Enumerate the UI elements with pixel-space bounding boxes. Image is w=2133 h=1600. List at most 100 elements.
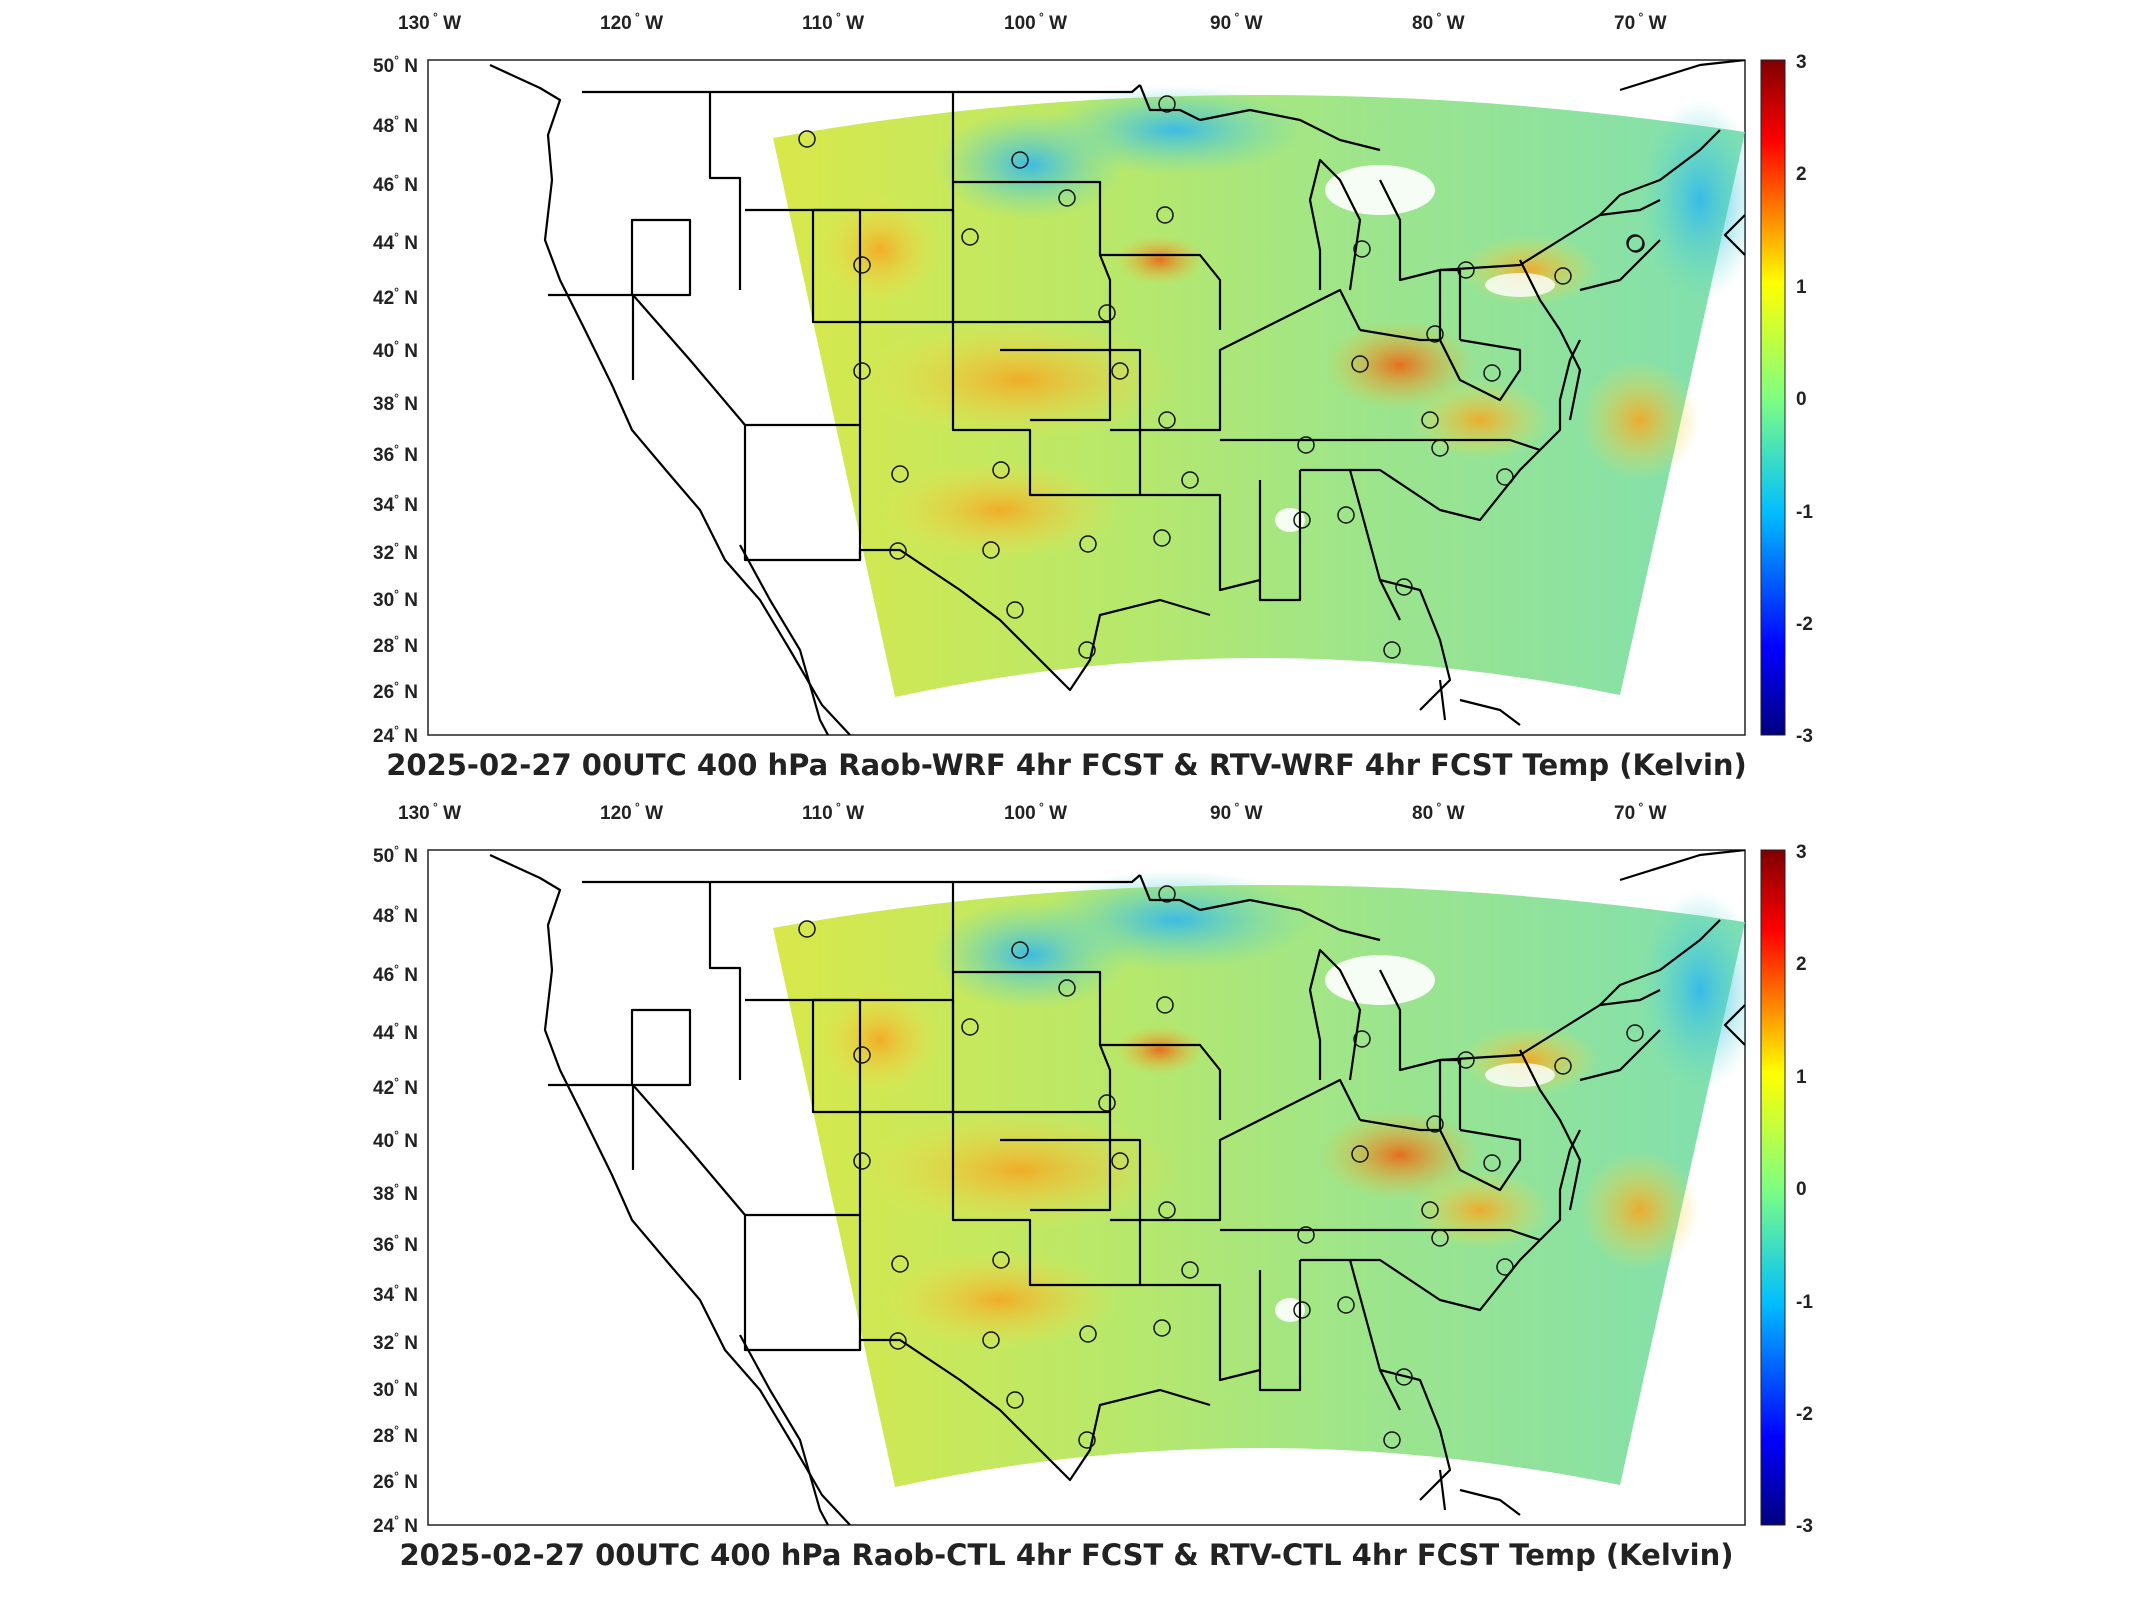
station-marker — [1158, 95, 1176, 113]
station-marker — [1554, 1057, 1572, 1075]
station-marker — [798, 130, 816, 148]
lat-label: 28° N — [373, 633, 418, 657]
panel-title: 2025-02-27 00UTC 400 hPa Raob-WRF 4hr FC… — [386, 748, 1747, 782]
station-marker — [1421, 1201, 1439, 1219]
colorbar-gradient — [1760, 849, 1786, 1526]
lat-label: 50° N — [373, 53, 418, 77]
lon-label: 100 ° W — [1004, 10, 1067, 34]
lat-label: 48° N — [373, 903, 418, 927]
station-marker — [1337, 1296, 1355, 1314]
station-marker — [1156, 996, 1174, 1014]
station-marker — [798, 920, 816, 938]
lon-axis-labels: 130 ° W 120 ° W 110 ° W 100 ° W 90 ° W 8… — [398, 10, 1667, 34]
lat-label: 38° N — [373, 391, 418, 415]
station-marker — [1111, 1152, 1129, 1170]
colorbar-tick: 3 — [1796, 842, 1807, 863]
lat-label: 32° N — [373, 1330, 418, 1354]
station-marker — [1079, 535, 1097, 553]
lat-label: 40° N — [373, 1128, 418, 1152]
data-field — [489, 850, 1745, 1525]
station-marker — [853, 256, 871, 274]
lat-label: 30° N — [373, 1377, 418, 1401]
colorbar-tick: 1 — [1796, 277, 1807, 298]
lat-label: 24° N — [373, 1513, 418, 1537]
station-marker — [1496, 468, 1514, 486]
colorbar-tick: -3 — [1796, 1516, 1813, 1537]
station-marker — [982, 1331, 1000, 1349]
station-markers — [798, 95, 1645, 659]
station-marker — [1483, 364, 1501, 382]
station-marker — [1158, 1201, 1176, 1219]
lat-label: 42° N — [373, 1075, 418, 1099]
map-svg-bottom: 130 ° W 120 ° W 110 ° W 100 ° W 90 ° W 8… — [373, 800, 1813, 1537]
lat-label: 32° N — [373, 540, 418, 564]
station-marker — [891, 1255, 909, 1273]
lon-label: 100 ° W — [1004, 800, 1067, 824]
lat-label: 30° N — [373, 587, 418, 611]
lat-label: 36° N — [373, 1232, 418, 1256]
station-marker — [1293, 1301, 1311, 1319]
station-marker — [1181, 471, 1199, 489]
lon-label: 110 ° W — [802, 800, 864, 824]
station-marker — [1111, 362, 1129, 380]
lon-label: 120 ° W — [600, 800, 663, 824]
lat-label: 36° N — [373, 442, 418, 466]
station-marker — [1353, 240, 1371, 258]
station-marker — [1421, 411, 1439, 429]
lon-label: 70 ° W — [1614, 10, 1667, 34]
station-marker — [1337, 506, 1355, 524]
colorbar-tick: 2 — [1796, 954, 1807, 975]
lon-label: 70 ° W — [1614, 800, 1667, 824]
lon-label: 90 ° W — [1210, 10, 1263, 34]
lat-axis-labels: 50° N 48° N 46° N 44° N 42° N 40° N 38° … — [373, 843, 418, 1537]
lat-label: 48° N — [373, 113, 418, 137]
station-marker — [1098, 1094, 1116, 1112]
station-marker — [1626, 1024, 1644, 1042]
colorbar: 3 2 1 0 -1 -2 -3 — [1760, 52, 1813, 747]
station-marker — [1181, 1261, 1199, 1279]
station-marker — [1293, 511, 1311, 529]
station-marker — [992, 461, 1010, 479]
lat-label: 44° N — [373, 230, 418, 254]
station-marker — [1483, 1154, 1501, 1172]
station-marker — [961, 1018, 979, 1036]
station-marker — [1457, 261, 1475, 279]
lon-label: 90 ° W — [1210, 800, 1263, 824]
lat-label: 38° N — [373, 1181, 418, 1205]
lat-label: 34° N — [373, 1282, 418, 1306]
station-marker — [1426, 325, 1444, 343]
lat-label: 46° N — [373, 172, 418, 196]
station-marker — [1058, 189, 1076, 207]
station-marker — [1058, 979, 1076, 997]
colorbar-gradient — [1760, 59, 1786, 736]
station-marker — [1426, 1115, 1444, 1133]
station-marker — [889, 542, 907, 560]
station-marker — [1011, 151, 1029, 169]
station-marker — [1158, 411, 1176, 429]
station-marker — [1078, 641, 1096, 659]
station-marker — [1383, 1431, 1401, 1449]
map-panel-top: 130 ° W 120 ° W 110 ° W 100 ° W 90 ° W 8… — [373, 10, 1813, 782]
lat-label: 44° N — [373, 1020, 418, 1044]
lat-label: 40° N — [373, 338, 418, 362]
lat-label: 34° N — [373, 492, 418, 516]
colorbar-tick: 0 — [1796, 1179, 1807, 1200]
station-marker — [1457, 1051, 1475, 1069]
colorbar-tick: -2 — [1796, 614, 1813, 635]
station-marker — [853, 1046, 871, 1064]
lon-label: 110 ° W — [802, 10, 864, 34]
lat-axis-labels: 50° N 48° N 46° N 44° N 42° N 40° N 38° … — [373, 53, 418, 747]
station-marker — [1297, 436, 1315, 454]
station-marker — [1153, 529, 1171, 547]
colorbar: 3 2 1 0 -1 -2 -3 — [1760, 842, 1813, 1537]
lon-axis-labels: 130 ° W 120 ° W 110 ° W 100 ° W 90 ° W 8… — [398, 800, 1667, 824]
lat-label: 26° N — [373, 679, 418, 703]
station-marker — [1156, 206, 1174, 224]
station-marker — [982, 541, 1000, 559]
colorbar-tick: -3 — [1796, 726, 1813, 747]
station-marker — [1153, 1319, 1171, 1337]
station-marker — [1011, 941, 1029, 959]
lat-label: 26° N — [373, 1469, 418, 1493]
lat-label: 42° N — [373, 285, 418, 309]
station-marker — [1395, 1368, 1413, 1386]
